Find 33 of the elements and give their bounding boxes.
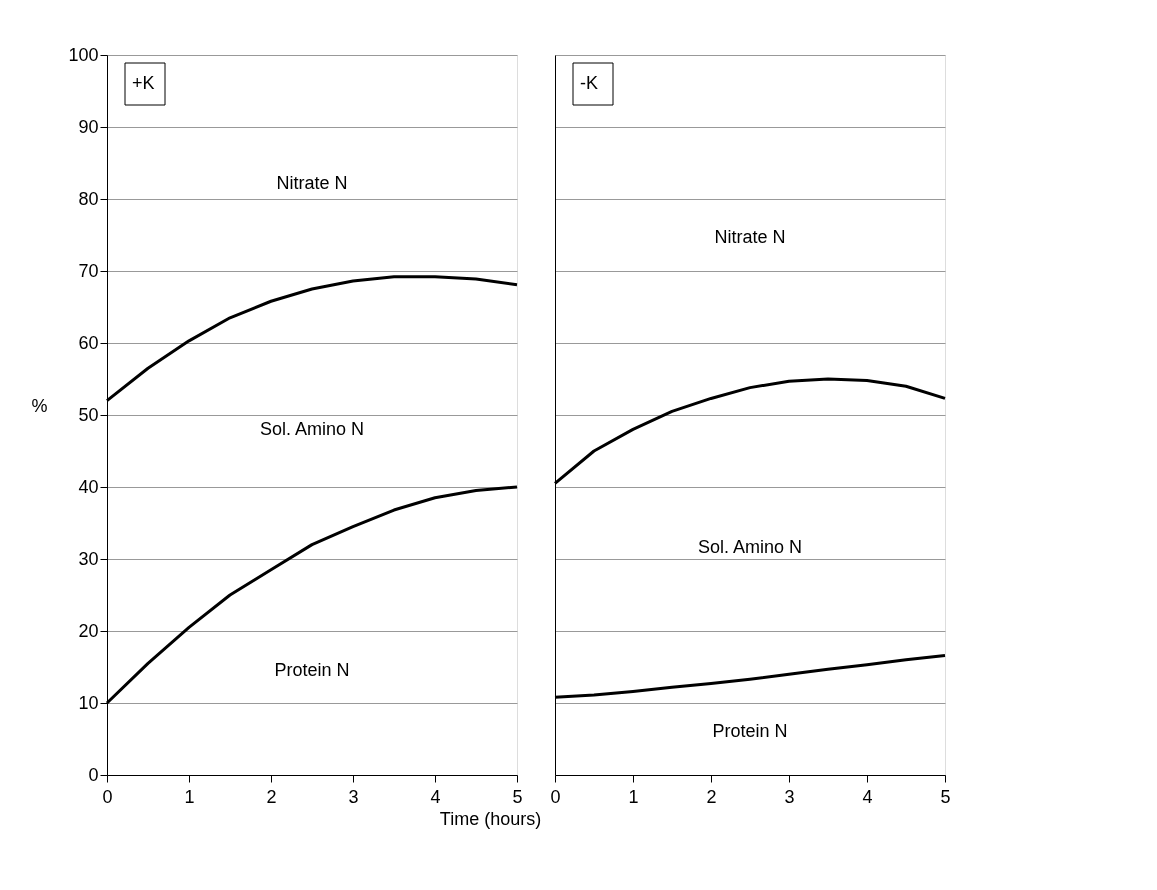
y-tick-label: 80 [78, 188, 99, 209]
x-tick-label: 5 [512, 786, 523, 807]
y-tick-label: 30 [78, 548, 99, 569]
y-tick-label: 0 [88, 764, 99, 785]
x-tick-label: 2 [706, 786, 717, 807]
x-tick-label: 4 [430, 786, 441, 807]
x-tick-label: 5 [940, 786, 951, 807]
y-tick-label: 50 [78, 404, 99, 425]
x-tick-label: 4 [862, 786, 873, 807]
y-tick-label: 90 [78, 116, 99, 137]
x-tick-label: 1 [184, 786, 195, 807]
y-tick-label: 70 [78, 260, 99, 281]
y-tick-label: 40 [78, 476, 99, 497]
y-tick-label: 100 [68, 44, 99, 65]
y-tick-label: 60 [78, 332, 99, 353]
annotation: Nitrate N [714, 226, 786, 247]
x-tick-label: 3 [348, 786, 359, 807]
annotation: Protein N [712, 720, 788, 741]
x-tick-label: 0 [102, 786, 113, 807]
x-tick-label: 1 [628, 786, 639, 807]
y-axis-title: % [31, 395, 48, 416]
annotation: -K [580, 73, 598, 93]
x-tick-label: 2 [266, 786, 277, 807]
annotation: Sol. Amino N [697, 537, 803, 558]
y-tick-label: 10 [78, 692, 99, 713]
annotation: Protein N [274, 660, 350, 681]
annotation: Sol. Amino N [259, 418, 365, 439]
x-tick-label: 0 [550, 786, 561, 807]
annotation: Nitrate N [276, 172, 348, 193]
x-tick-label: 3 [784, 786, 795, 807]
x-axis-title: Time (hours) [439, 808, 542, 829]
y-tick-label: 20 [78, 620, 99, 641]
annotation: +K [132, 73, 155, 93]
